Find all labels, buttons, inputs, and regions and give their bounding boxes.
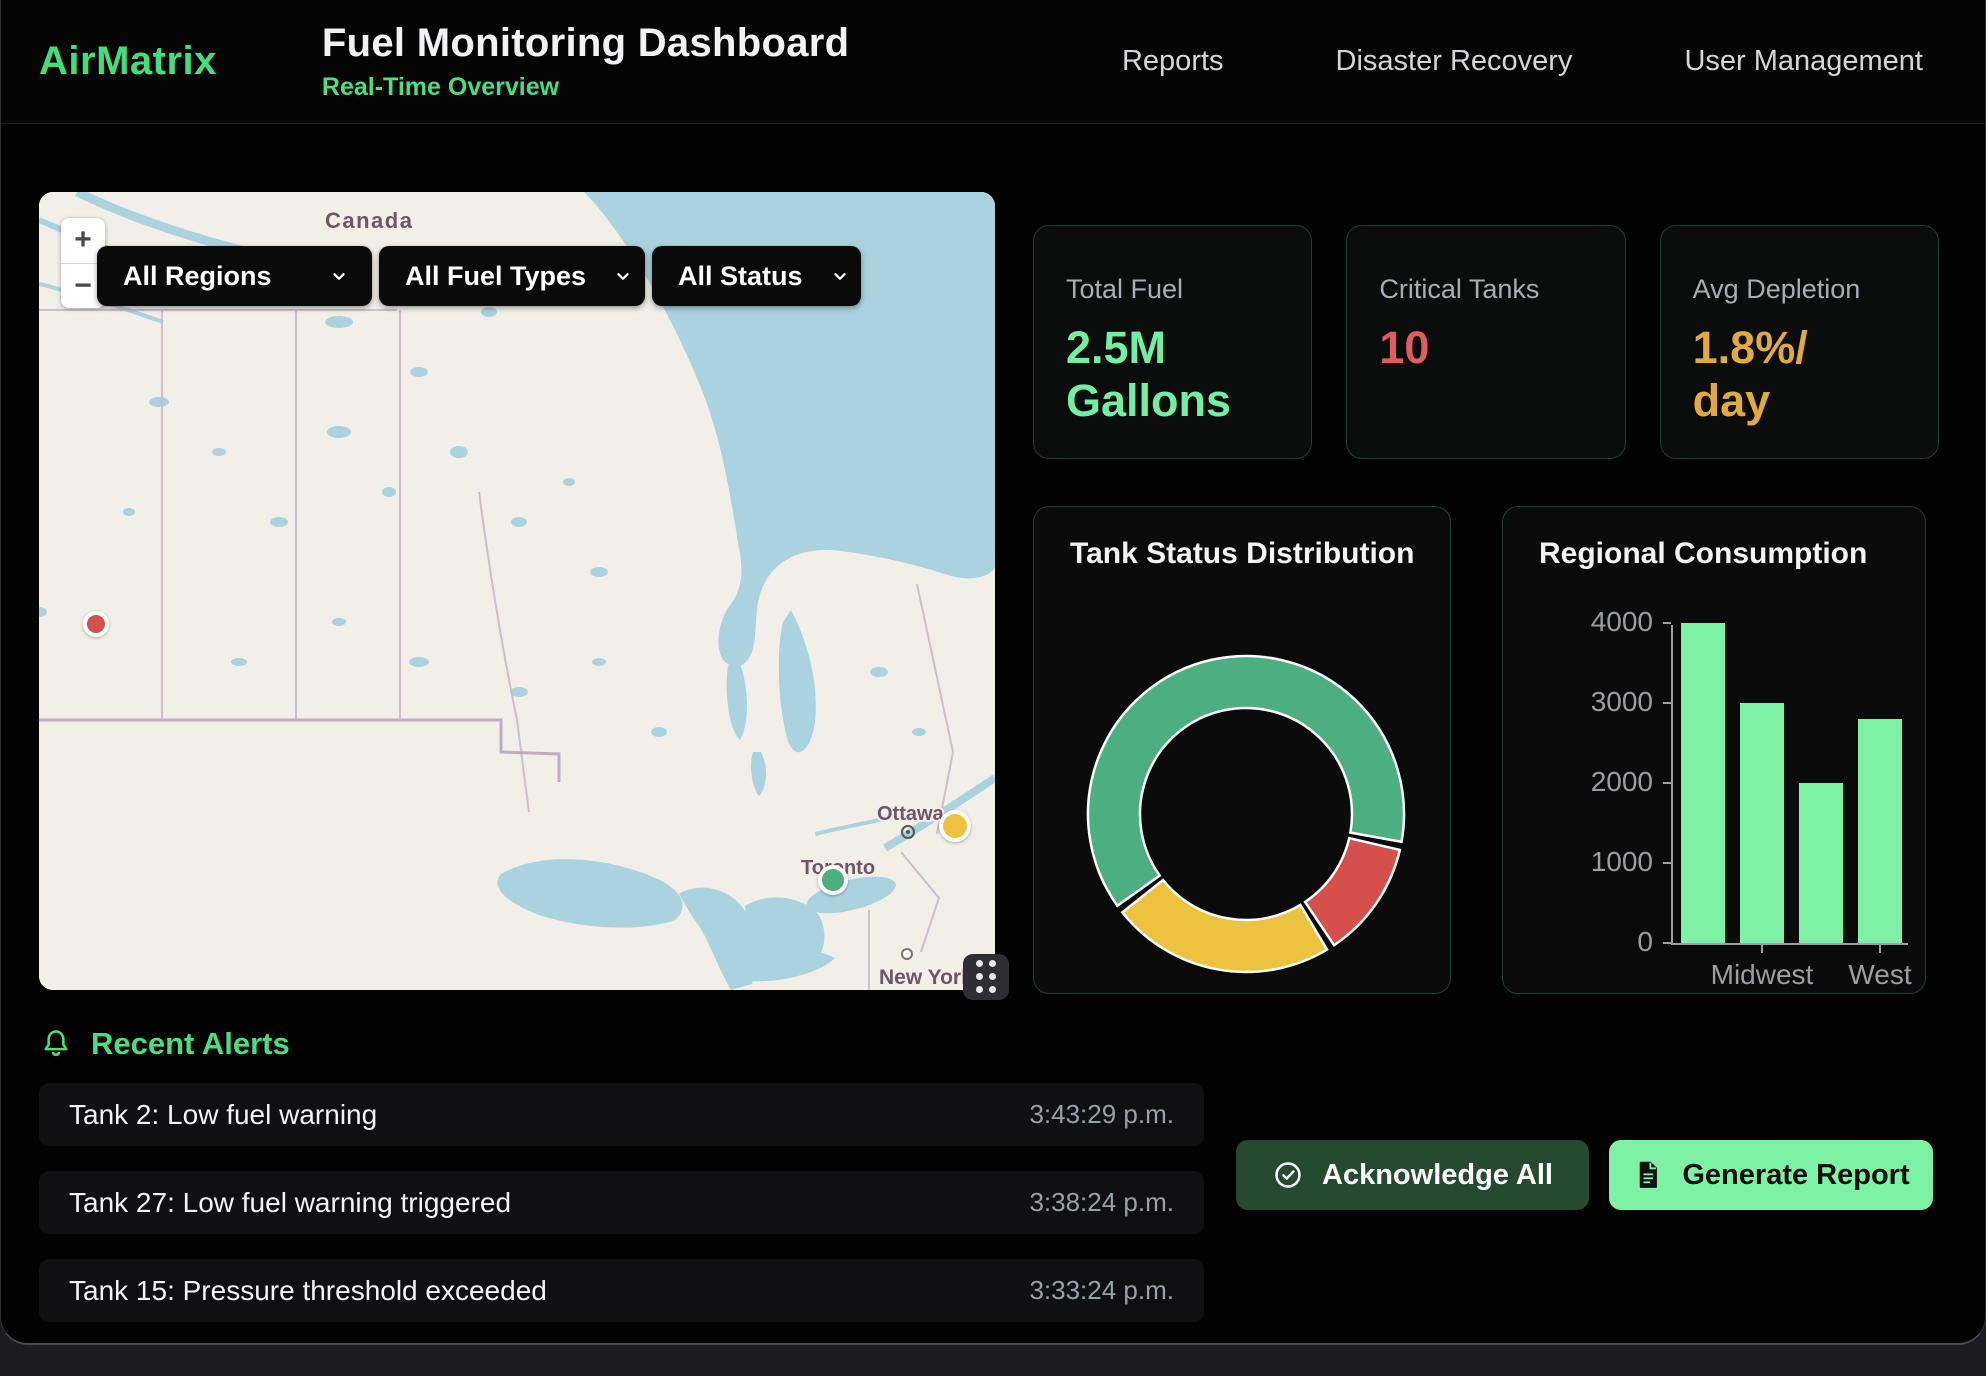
alert-row[interactable]: Tank 15: Pressure threshold exceeded 3:33… — [39, 1259, 1204, 1322]
y-tick-mark — [1663, 622, 1671, 624]
chevron-down-icon — [333, 273, 345, 280]
tank-status-title: Tank Status Distribution — [1070, 537, 1415, 570]
generate-report-button[interactable]: Generate Report — [1609, 1140, 1933, 1210]
filter-all-regions[interactable]: All Regions — [97, 246, 372, 306]
alert-timestamp: 3:43:29 p.m. — [1029, 1099, 1174, 1129]
donut-segment-red — [1303, 836, 1402, 947]
water-lake-michigan-huron — [679, 887, 757, 990]
y-tick-mark — [1663, 862, 1671, 864]
y-tick-mark — [1663, 782, 1671, 784]
water-lake-superior — [497, 859, 683, 928]
stat-card-critical-tanks: Critical Tanks 10 — [1346, 225, 1626, 459]
alert-timestamp: 3:38:24 p.m. — [1029, 1187, 1174, 1217]
bar-region-1 — [1681, 623, 1725, 943]
regional-consumption-card: Regional Consumption 0 1000 2000 3000 4000 Mi… — [1502, 506, 1926, 994]
chevron-down-icon — [833, 273, 846, 280]
stat-value: 10 — [1379, 322, 1430, 373]
map-basemap: Canada Ottawa Toronto New York — [39, 192, 995, 990]
filter-label: All Status — [678, 260, 803, 291]
y-tick-mark — [1663, 942, 1671, 944]
y-tick-label: 2000 — [1590, 766, 1653, 797]
donut-segment-yellow — [1120, 878, 1329, 974]
resize-grip-icon[interactable] — [963, 954, 1009, 1000]
nav-item-user-management[interactable]: User Management — [1684, 45, 1923, 77]
x-tick-label: Midwest — [1710, 959, 1814, 990]
map-label-canada: Canada — [325, 208, 413, 233]
stat-label: Critical Tanks — [1379, 274, 1540, 304]
alert-text: Tank 27: Low fuel warning triggered — [69, 1186, 512, 1218]
filter-all-status[interactable]: All Status — [652, 246, 861, 306]
stat-label: Avg Depletion — [1692, 274, 1861, 304]
alert-timestamp: 3:33:24 p.m. — [1029, 1275, 1174, 1305]
map-canvas[interactable]: Canada Ottawa Toronto New York + − All R… — [39, 192, 995, 990]
map-filters: All Regions All Fuel Types All Status — [97, 246, 861, 306]
chevron-down-icon — [617, 273, 629, 280]
alert-text: Tank 15: Pressure threshold exceeded — [69, 1274, 547, 1306]
nav-item-disaster-recovery[interactable]: Disaster Recovery — [1335, 45, 1573, 77]
nav-item-reports[interactable]: Reports — [1121, 45, 1224, 77]
zoom-divider — [61, 262, 105, 264]
y-tick-label: 1000 — [1590, 846, 1653, 877]
x-tick-mark — [1761, 945, 1763, 953]
check-circle-icon — [1275, 1162, 1301, 1188]
map-label-new-york: New York — [879, 966, 973, 989]
acknowledge-all-button[interactable]: Acknowledge All — [1236, 1140, 1589, 1210]
regional-consumption-title: Regional Consumption — [1539, 537, 1868, 570]
alert-row[interactable]: Tank 27: Low fuel warning triggered 3:38:… — [39, 1171, 1204, 1234]
tank-marker-critical[interactable] — [83, 611, 109, 637]
stat-value: 2.5M Gallons — [1066, 322, 1232, 427]
water-lake-ontario — [806, 876, 896, 914]
zoom-out-button[interactable]: − — [74, 268, 92, 302]
bar-midwest — [1740, 703, 1784, 943]
y-tick-label: 4000 — [1590, 606, 1653, 637]
stat-card-avg-depletion: Avg Depletion 1.8%/day — [1659, 225, 1939, 459]
alerts-title: Recent Alerts — [91, 1026, 290, 1061]
page-title: Fuel Monitoring Dashboard — [321, 21, 850, 65]
map-panel: Canada Ottawa Toronto New York + − All R… — [39, 192, 1009, 1000]
water-lake-erie — [739, 949, 835, 982]
water-hudson-bay — [584, 192, 995, 667]
donut-segment-green — [1086, 654, 1406, 908]
report-document-icon — [1640, 1161, 1658, 1188]
filter-label: All Regions — [123, 260, 272, 291]
stats-row: Total Fuel 2.5M Gallons Critical Tanks 10 Avg… — [1033, 225, 1939, 459]
brand-logo: AirMatrix — [39, 39, 217, 83]
acknowledge-all-label: Acknowledge All — [1322, 1158, 1553, 1191]
alerts-header: Recent Alerts — [39, 1026, 290, 1062]
stat-value: 1.8%/day — [1692, 322, 1808, 427]
tank-status-donut-chart — [1086, 654, 1406, 974]
y-tick-label: 3000 — [1590, 686, 1653, 717]
stat-label: Total Fuel — [1066, 274, 1184, 304]
alert-text: Tank 2: Low fuel warning — [69, 1098, 378, 1130]
app-panel: AirMatrix Fuel Monitoring Dashboard Real… — [0, 0, 1986, 1345]
tank-marker-warning[interactable] — [939, 810, 971, 842]
y-tick-label: 0 — [1637, 926, 1653, 957]
tank-marker-normal[interactable] — [818, 865, 848, 895]
map-zoom-control: + − — [61, 218, 105, 308]
water-lake-winnipeg — [778, 610, 816, 753]
filter-label: All Fuel Types — [405, 260, 587, 291]
y-tick-mark — [1663, 702, 1671, 704]
page-subtitle: Real-Time Overview — [321, 73, 560, 101]
zoom-in-button[interactable]: + — [74, 223, 92, 257]
bell-icon — [44, 1030, 68, 1057]
bar-west — [1858, 719, 1902, 943]
stat-card-total-fuel: Total Fuel 2.5M Gallons — [1033, 225, 1313, 459]
filter-all-fuel-types[interactable]: All Fuel Types — [379, 246, 645, 306]
header: AirMatrix Fuel Monitoring Dashboard Real… — [1, 0, 1985, 124]
tank-status-card: Tank Status Distribution — [1033, 506, 1451, 994]
regional-consumption-bar-chart: 0 1000 2000 3000 4000 Midwest West — [1591, 606, 1912, 990]
x-tick-mark — [1879, 945, 1881, 953]
bar-region-3 — [1799, 783, 1843, 943]
x-tick-label: West — [1848, 959, 1912, 990]
header-titles: Fuel Monitoring Dashboard Real-Time Over… — [322, 21, 849, 102]
alert-row[interactable]: Tank 2: Low fuel warning 3:43:29 p.m. — [39, 1083, 1204, 1146]
generate-report-label: Generate Report — [1682, 1158, 1910, 1191]
main-nav: Reports Disaster Recovery User Management — [1122, 45, 1985, 78]
map-label-ottawa: Ottawa — [877, 803, 945, 825]
